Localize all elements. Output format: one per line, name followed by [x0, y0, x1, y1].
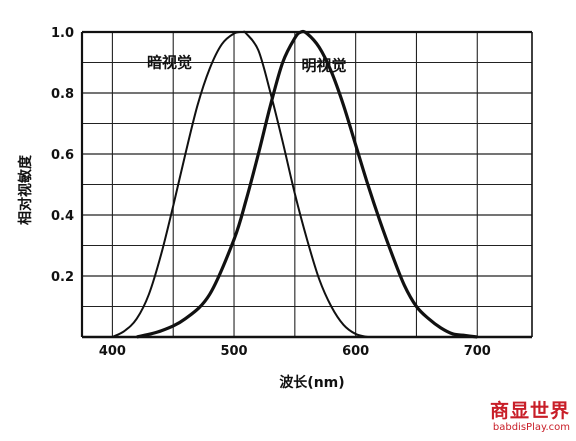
- y-tick-label: 0.8: [51, 87, 74, 102]
- x-tick-label: 600: [342, 344, 369, 359]
- y-tick-label: 0.4: [51, 209, 74, 224]
- photopic-curve: [136, 29, 478, 339]
- watermark-logo: 商显世界 babdisPlay.com: [490, 402, 570, 433]
- x-tick-label: 700: [464, 344, 491, 359]
- y-tick-label: 1.0: [51, 26, 74, 41]
- scotopic-curve-label: 暗视觉: [147, 54, 192, 72]
- grid-layer: [82, 32, 532, 337]
- y-axis-title: 相对视敏度: [17, 154, 34, 225]
- watermark-domain-text: babdisPlay.com: [492, 422, 570, 433]
- curve-labels: 暗视觉 明视觉: [147, 54, 346, 75]
- tick-labels: 400 500 600 700 0.2 0.4 0.6 0.8 1.0: [51, 26, 491, 359]
- photopic-curve-label: 明视觉: [302, 57, 347, 75]
- watermark-chinese-text: 商显世界: [489, 400, 570, 422]
- x-tick-label: 500: [220, 344, 247, 359]
- x-axis-title: 波长(nm): [279, 374, 344, 391]
- y-tick-label: 0.6: [51, 148, 74, 163]
- x-tick-label: 400: [99, 344, 126, 359]
- plot-frame: [80, 30, 533, 339]
- y-tick-label: 0.2: [51, 270, 74, 285]
